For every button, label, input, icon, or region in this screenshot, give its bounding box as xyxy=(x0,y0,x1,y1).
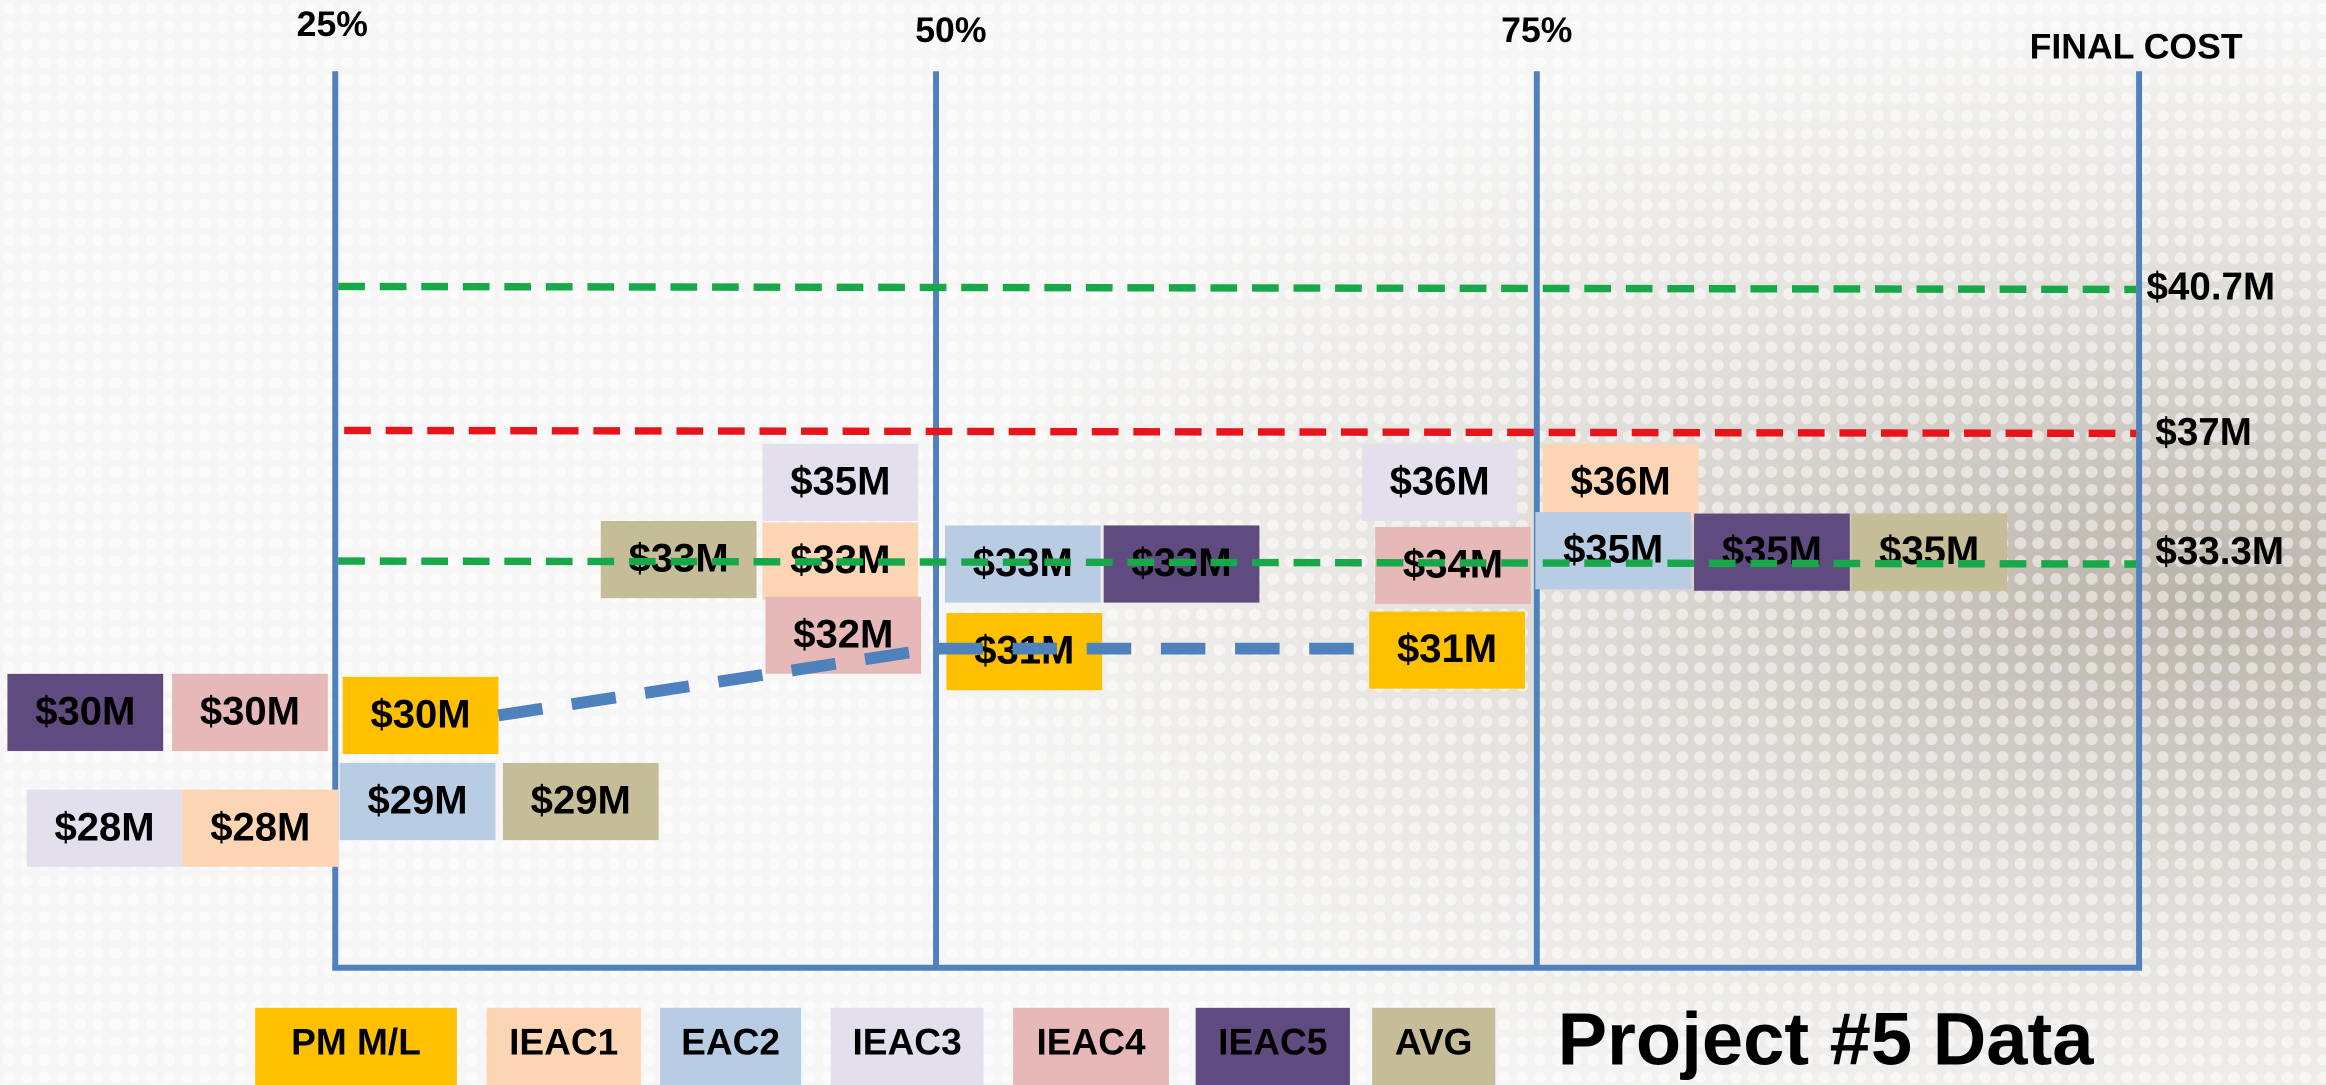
legend-label: IEAC4 xyxy=(1036,1021,1146,1063)
reference-label: $40.7M xyxy=(2147,266,2276,309)
value-label: $30M xyxy=(200,690,300,734)
value-label: $28M xyxy=(210,805,310,849)
legend-label: IEAC1 xyxy=(509,1021,618,1063)
value-label: $28M xyxy=(55,805,155,849)
legend: PM M/L IEAC1 EAC2 IEAC3 IEAC4 IEAC5 AVG xyxy=(255,1008,1495,1085)
legend-label: EAC2 xyxy=(681,1021,780,1063)
value-label: $29M xyxy=(531,779,631,823)
page: { "column_labels": ["25%", "50%", "75%",… xyxy=(0,0,2326,1085)
value-label: $36M xyxy=(1571,459,1671,503)
value-label: $36M xyxy=(1390,459,1490,503)
legend-label: IEAC5 xyxy=(1218,1021,1327,1063)
value-label: $31M xyxy=(1397,627,1497,671)
column-label: 50% xyxy=(915,10,986,50)
legend-label: IEAC3 xyxy=(853,1021,962,1063)
title: Project #5 Data xyxy=(1558,998,2095,1081)
value-label: $32M xyxy=(793,612,893,656)
value-label: $35M xyxy=(790,459,890,503)
value-label: $29M xyxy=(368,779,468,823)
reference-label: $33.3M xyxy=(2155,530,2284,573)
column-label: 25% xyxy=(297,4,368,44)
slide: $30M$31M$31M$28M$33M$36M$29M$33M$35M$28M… xyxy=(0,0,2326,1085)
legend-label: AVG xyxy=(1395,1021,1473,1063)
value-label: $34M xyxy=(1403,543,1503,587)
legend-label: PM M/L xyxy=(291,1021,421,1063)
value-label: $30M xyxy=(370,692,470,736)
value-label: $30M xyxy=(35,690,135,734)
column-label: 75% xyxy=(1501,10,1572,50)
reference-label: $37M xyxy=(2155,411,2251,454)
column-label: FINAL COST xyxy=(2030,26,2243,66)
